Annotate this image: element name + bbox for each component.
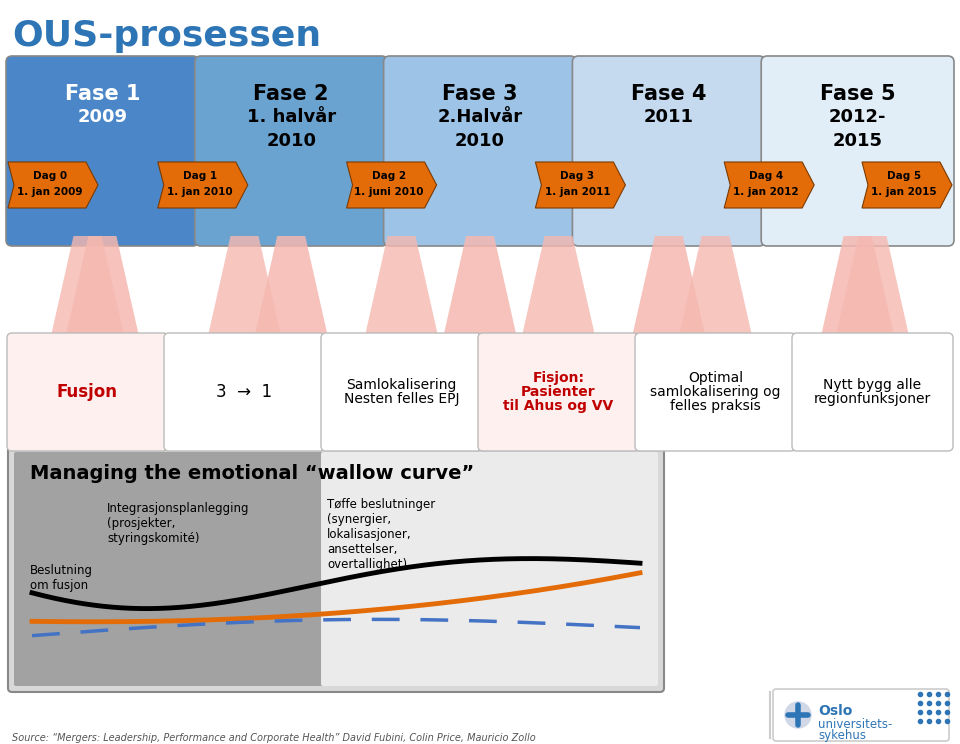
Text: Fusjon: Fusjon — [57, 383, 118, 401]
Polygon shape — [365, 236, 439, 338]
Text: Fase 5: Fase 5 — [820, 84, 896, 104]
Text: Samlokalisering: Samlokalisering — [347, 378, 457, 392]
Polygon shape — [207, 236, 281, 338]
Text: til Ahus og VV: til Ahus og VV — [503, 399, 613, 413]
Text: Managing the emotional “wallow curve”: Managing the emotional “wallow curve” — [30, 464, 474, 483]
Text: Fase 1: Fase 1 — [64, 84, 140, 104]
FancyBboxPatch shape — [8, 446, 664, 692]
Text: felles praksis: felles praksis — [670, 399, 761, 413]
FancyBboxPatch shape — [164, 333, 325, 451]
Polygon shape — [679, 236, 753, 338]
Text: Dag 4: Dag 4 — [749, 171, 783, 181]
Text: 1. jan 2010: 1. jan 2010 — [167, 187, 232, 197]
Text: Tøffe beslutninger
(synergier,
lokalisasjoner,
ansettelser,
overtallighet): Tøffe beslutninger (synergier, lokalisas… — [327, 498, 435, 571]
FancyBboxPatch shape — [478, 333, 639, 451]
Polygon shape — [862, 162, 952, 208]
Text: Optimal: Optimal — [688, 371, 743, 385]
Text: 1. jan 2015: 1. jan 2015 — [871, 187, 937, 197]
FancyBboxPatch shape — [635, 333, 796, 451]
Polygon shape — [521, 236, 595, 338]
Polygon shape — [536, 162, 625, 208]
Text: 2015: 2015 — [832, 132, 882, 150]
Text: 2011: 2011 — [644, 108, 694, 126]
Polygon shape — [347, 162, 437, 208]
Polygon shape — [51, 236, 125, 338]
Text: Dag 2: Dag 2 — [372, 171, 406, 181]
FancyBboxPatch shape — [7, 333, 168, 451]
Text: samlokalisering og: samlokalisering og — [650, 385, 780, 399]
Polygon shape — [835, 236, 909, 338]
Text: Fase 3: Fase 3 — [443, 84, 517, 104]
Text: Fase 4: Fase 4 — [631, 84, 707, 104]
FancyBboxPatch shape — [792, 333, 953, 451]
Text: Integrasjonsplanlegging
(prosjekter,
styringskomité): Integrasjonsplanlegging (prosjekter, sty… — [107, 502, 250, 545]
Text: 1. halvår: 1. halvår — [247, 108, 336, 126]
Circle shape — [785, 702, 811, 728]
Text: 2010: 2010 — [266, 132, 316, 150]
Text: 2010: 2010 — [455, 132, 505, 150]
Text: Fase 2: Fase 2 — [253, 84, 329, 104]
Text: Dag 0: Dag 0 — [33, 171, 67, 181]
FancyBboxPatch shape — [14, 452, 329, 686]
Polygon shape — [443, 236, 517, 338]
Polygon shape — [632, 236, 706, 338]
Text: 2012-: 2012- — [828, 108, 886, 126]
FancyBboxPatch shape — [195, 56, 388, 246]
Text: Dag 3: Dag 3 — [561, 171, 594, 181]
Text: Fisjon:: Fisjon: — [533, 371, 585, 385]
Polygon shape — [724, 162, 814, 208]
Text: 2009: 2009 — [78, 108, 128, 126]
Text: Nytt bygg alle: Nytt bygg alle — [824, 378, 922, 392]
FancyBboxPatch shape — [6, 56, 199, 246]
Polygon shape — [157, 162, 248, 208]
Text: regionfunksjoner: regionfunksjoner — [814, 392, 931, 406]
FancyBboxPatch shape — [761, 56, 954, 246]
Polygon shape — [254, 236, 328, 338]
Text: 1. jan 2011: 1. jan 2011 — [544, 187, 611, 197]
Text: universitets-: universitets- — [818, 718, 893, 731]
Text: 3  →  1: 3 → 1 — [216, 383, 273, 401]
Text: 1. juni 2010: 1. juni 2010 — [354, 187, 423, 197]
Text: Dag 1: Dag 1 — [182, 171, 217, 181]
Text: 1. jan 2012: 1. jan 2012 — [733, 187, 799, 197]
Text: OUS-prosessen: OUS-prosessen — [12, 19, 322, 53]
Text: Nesten felles EPJ: Nesten felles EPJ — [344, 392, 459, 406]
Text: sykehus: sykehus — [818, 729, 866, 742]
Polygon shape — [821, 236, 895, 338]
FancyBboxPatch shape — [773, 689, 949, 741]
Text: Dag 5: Dag 5 — [887, 171, 921, 181]
Text: 2.Halvår: 2.Halvår — [438, 108, 522, 126]
FancyBboxPatch shape — [321, 452, 658, 686]
FancyBboxPatch shape — [321, 333, 482, 451]
Text: Pasienter: Pasienter — [521, 385, 596, 399]
Text: Beslutning
om fusjon: Beslutning om fusjon — [30, 564, 93, 592]
Text: Source: “Mergers: Leadership, Performance and Corporate Health” David Fubini, Co: Source: “Mergers: Leadership, Performanc… — [12, 733, 536, 743]
Text: Oslo: Oslo — [818, 704, 852, 718]
FancyBboxPatch shape — [384, 56, 576, 246]
FancyBboxPatch shape — [572, 56, 765, 246]
Polygon shape — [8, 162, 98, 208]
Text: 1. jan 2009: 1. jan 2009 — [17, 187, 83, 197]
Polygon shape — [65, 236, 139, 338]
